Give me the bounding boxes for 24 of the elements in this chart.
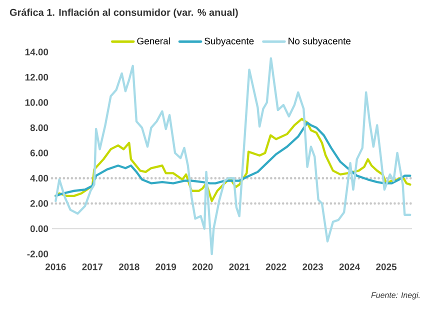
legend-label: Subyacente xyxy=(204,37,254,46)
y-tick-label: -2.00 xyxy=(27,250,48,258)
x-tick-label: 2020 xyxy=(192,264,213,270)
x-tick-label: 2022 xyxy=(266,264,286,270)
y-tick-label: 10.00 xyxy=(25,99,48,106)
x-tick-label: 2018 xyxy=(118,264,140,270)
x-tick-label: 2019 xyxy=(156,264,176,270)
y-tick-label: 14.00 xyxy=(25,48,48,56)
y-tick-label: 0.00 xyxy=(30,225,48,232)
legend-label: No subyacente xyxy=(288,37,351,46)
y-tick-label: 2.00 xyxy=(30,200,48,207)
x-tick-label: 2021 xyxy=(229,264,250,270)
x-tick-label: 2023 xyxy=(302,264,323,270)
x-tick-label: 2016 xyxy=(45,264,66,270)
x-tick-label: 2017 xyxy=(82,264,103,270)
y-tick-label: 12.00 xyxy=(25,74,48,81)
legend-label: General xyxy=(137,37,170,44)
y-tick-label: 6.00 xyxy=(30,150,48,156)
chart-title: Gráfica 1. Inflación al consumidor (var. % anual) xyxy=(10,8,238,18)
line-series xyxy=(54,57,412,256)
x-tick-label: 2024 xyxy=(339,264,360,270)
y-tick-label: 4.00 xyxy=(30,174,48,182)
y-tick-label: 8.00 xyxy=(30,124,48,132)
x-tick-label: 2025 xyxy=(376,264,397,270)
